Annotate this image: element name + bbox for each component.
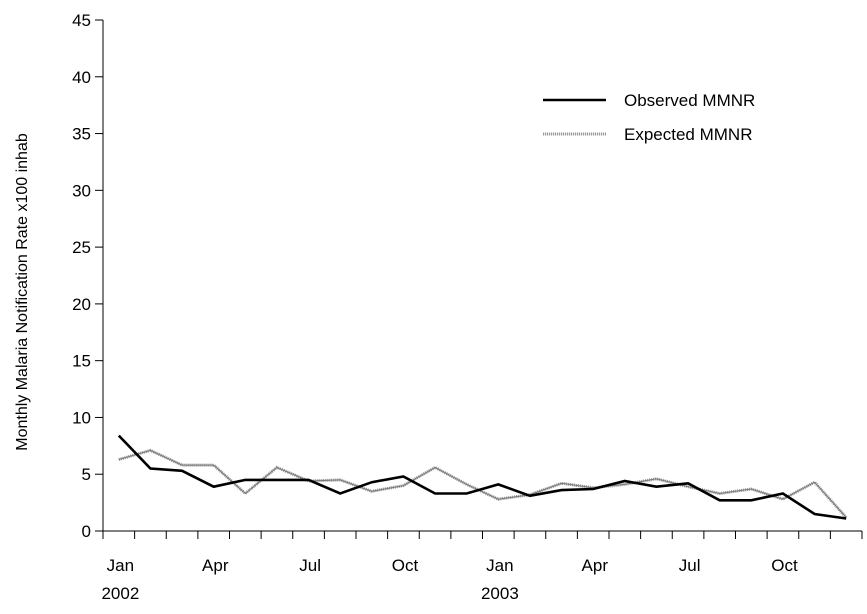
x-tick-label-month: Jul: [299, 556, 321, 575]
y-tick-label: 45: [72, 11, 91, 30]
expected-mmnr-line-core: [118, 449, 847, 518]
y-tick-label: 30: [72, 181, 91, 200]
y-tick-label: 5: [82, 465, 91, 484]
observed-mmnr-line: [117, 434, 847, 520]
x-tick-label-month: Jul: [679, 556, 701, 575]
x-tick-label-month: Oct: [771, 556, 798, 575]
x-tick-label-year: 2002: [101, 584, 139, 603]
axes: 0 5 10 15 20 25 30 35 40 45 Jan 2002 Apr Jul Oct Jan 200…: [72, 11, 863, 603]
series-lines: [117, 434, 848, 520]
legend-label: Expected MMNR: [624, 125, 752, 144]
y-axis-title: Monthly Malaria Notification Rate x100 i…: [14, 133, 31, 451]
legend-label: Observed MMNR: [624, 91, 755, 110]
y-tick-label: 25: [72, 238, 91, 257]
y-tick-label: 15: [72, 352, 91, 371]
x-tick-label-month: Jan: [107, 556, 134, 575]
y-tick-label: 20: [72, 295, 91, 314]
x-tick-label-month: Jan: [486, 556, 513, 575]
y-tick-label: 10: [72, 408, 91, 427]
legend: Observed MMNR Expected MMNR: [543, 91, 755, 144]
x-tick-label-month: Apr: [202, 556, 229, 575]
y-tick-label: 0: [82, 522, 91, 541]
x-tick-label-year: 2003: [481, 584, 519, 603]
y-tick-label: 35: [72, 125, 91, 144]
x-tick-label-month: Apr: [582, 556, 609, 575]
y-tick-label: 40: [72, 68, 91, 87]
x-tick-label-month: Oct: [392, 556, 419, 575]
